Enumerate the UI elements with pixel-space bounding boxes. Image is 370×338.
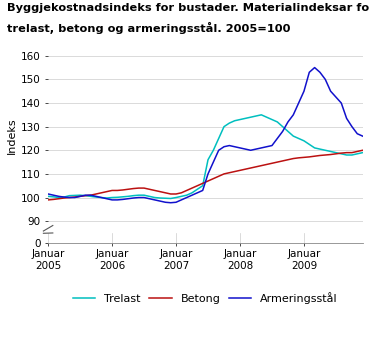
Armeringsstål	[168, 201, 173, 205]
Betong	[152, 188, 157, 192]
Betong	[137, 186, 141, 190]
Trelast	[126, 194, 130, 198]
Trelast	[259, 113, 263, 117]
Line: Armeringsstål: Armeringsstål	[48, 68, 363, 203]
Betong	[46, 198, 50, 202]
Armeringsstål	[126, 197, 130, 201]
Armeringsstål	[152, 198, 157, 202]
Armeringsstål	[360, 134, 365, 138]
Trelast	[46, 194, 50, 198]
Betong	[99, 191, 104, 195]
Line: Betong: Betong	[48, 150, 363, 200]
Y-axis label: Indeks: Indeks	[7, 118, 17, 154]
Armeringsstål	[46, 192, 50, 196]
Trelast	[147, 194, 152, 198]
Betong	[360, 148, 365, 152]
Trelast	[248, 115, 253, 119]
Armeringsstål	[248, 148, 253, 152]
Armeringsstål	[147, 197, 152, 201]
Armeringsstål	[137, 195, 141, 199]
Trelast	[99, 195, 104, 199]
Betong	[243, 167, 248, 171]
Trelast	[137, 193, 141, 197]
Line: Trelast: Trelast	[48, 115, 363, 198]
Legend: Trelast, Betong, Armeringsstål: Trelast, Betong, Armeringsstål	[68, 287, 342, 308]
Trelast	[360, 151, 365, 155]
Trelast	[168, 196, 173, 200]
Text: Byggjekostnadsindeks for bustader. Materialindeksar for: Byggjekostnadsindeks for bustader. Mater…	[7, 3, 370, 14]
Armeringsstål	[99, 195, 104, 199]
Betong	[147, 187, 152, 191]
Armeringsstål	[312, 66, 317, 70]
Trelast	[152, 195, 157, 199]
Betong	[126, 187, 130, 191]
Text: trelast, betong og armeringsstål. 2005=100: trelast, betong og armeringsstål. 2005=1…	[7, 22, 291, 34]
